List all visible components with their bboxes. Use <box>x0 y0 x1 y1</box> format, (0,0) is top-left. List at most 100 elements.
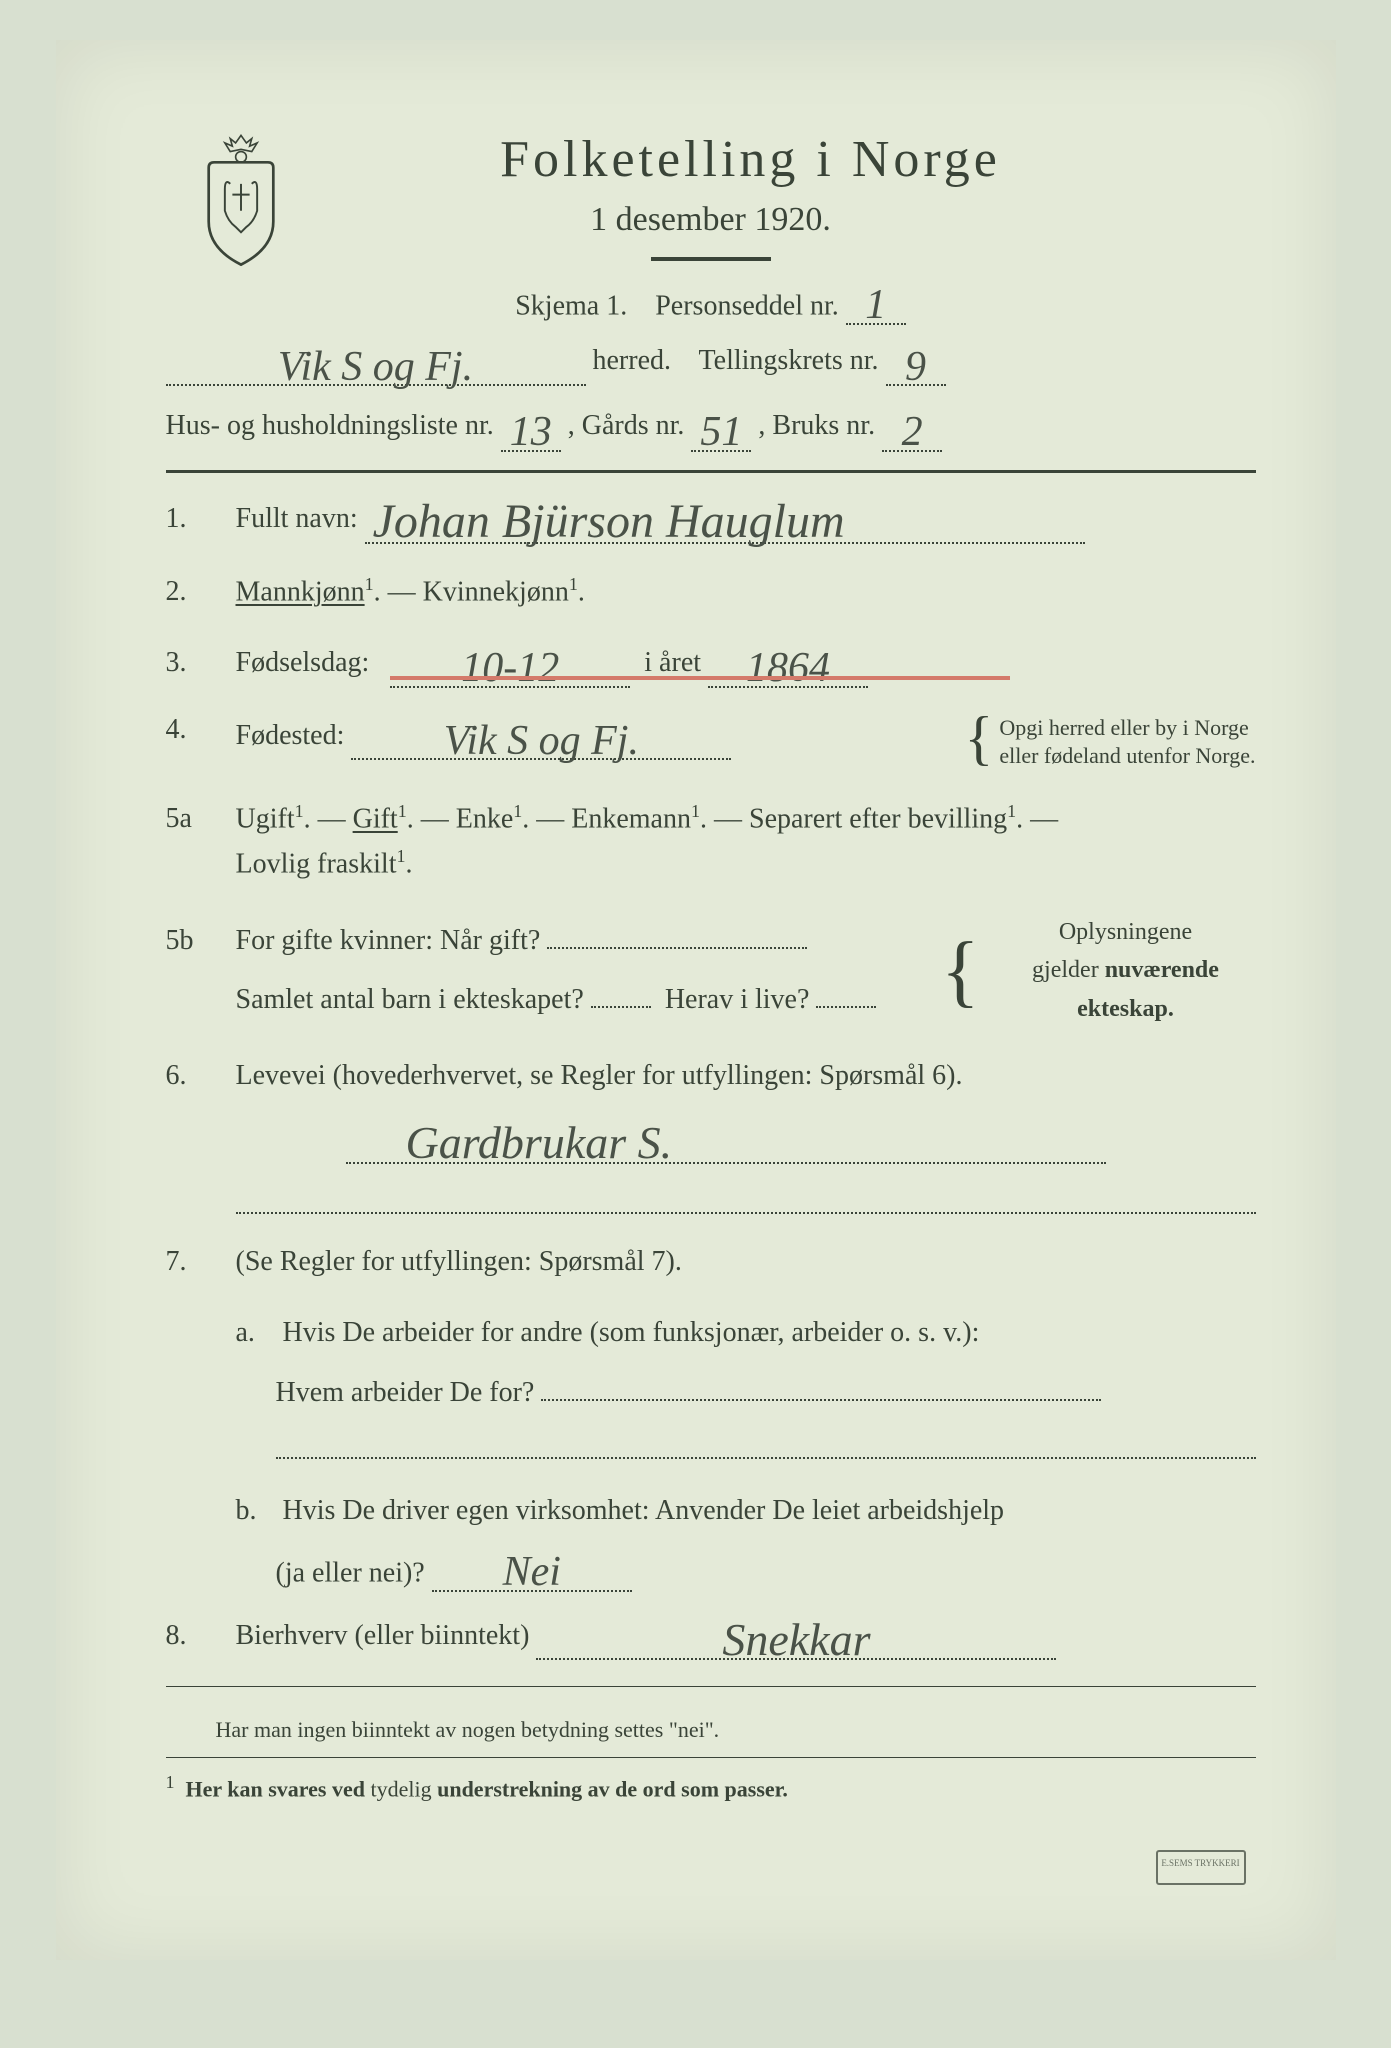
q8-num: 8. <box>166 1620 236 1652</box>
q5a-row: 5a Ugift1. — Gift1. — Enke1. — Enkemann1… <box>166 797 1256 887</box>
stamp-text: E.SEMS TRYKKERI <box>1158 1858 1244 1868</box>
q7-label: (Se Regler for utfyllingen: Spørsmål 7). <box>236 1246 682 1277</box>
herred-label: herred. <box>593 345 672 376</box>
schema-label: Skjema 1. <box>515 291 627 322</box>
section-divider-2 <box>166 1686 1256 1687</box>
q5b-note2a: gjelder <box>1032 957 1105 983</box>
q5a-enkemann: Enkemann <box>571 803 691 834</box>
q7b-letter: b. <box>236 1489 276 1534</box>
herred-row: Vik S og Fj. herred. Tellingskrets nr. 9 <box>166 337 1256 387</box>
q2-row: 2. Mannkjønn1. — Kvinnekjønn1. <box>166 570 1256 615</box>
q7a-question-row: Hvem arbeider De for? <box>276 1377 1256 1409</box>
q4-note-line1: Opgi herred eller by i Norge <box>999 714 1255 743</box>
q4-value: Vik S og Fj. <box>444 725 639 759</box>
tellingskrets-label: Tellingskrets nr. <box>699 345 879 376</box>
fn1-num: 1 <box>166 1772 175 1792</box>
herred-value: Vik S og Fj. <box>278 351 473 385</box>
coat-of-arms-icon <box>186 130 296 270</box>
q3-row: 3. Fødselsdag: 10-12 i året 1864 <box>166 641 1256 688</box>
q6-blank-line <box>236 1186 1256 1214</box>
sep-4: — <box>714 803 749 834</box>
fn1-bold: understrekning av de ord som passer. <box>437 1777 788 1802</box>
q3-daymonth-value: 10-12 <box>461 652 559 686</box>
q6-answer-row: Gardbrukar S. <box>346 1125 1256 1164</box>
q7-num: 7. <box>166 1246 236 1278</box>
footnote-1: 1 Her kan svares ved tydelig understrekn… <box>166 1772 1256 1802</box>
hus-nr-value: 13 <box>510 416 552 450</box>
q7b-question: (ja eller nei)? <box>276 1558 425 1589</box>
personseddel-label: Personseddel nr. <box>655 291 839 322</box>
q5b-nar-gift-label: For gifte kvinner: Når gift? <box>236 925 541 956</box>
q7a-text: Hvis De arbeider for andre (som funksjon… <box>283 1317 980 1348</box>
q5b-note3: ekteskap. <box>1077 996 1174 1022</box>
q7b-row: b. Hvis De driver egen virksomhet: Anven… <box>236 1489 1256 1534</box>
q3-year-value: 1864 <box>746 652 830 686</box>
footnote-section: Har man ingen biinntekt av nogen betydni… <box>166 1717 1256 1802</box>
personseddel-value: 1 <box>865 289 886 323</box>
q3-num: 3. <box>166 647 236 679</box>
q5b-row: 5b For gifte kvinner: Når gift? Samlet a… <box>166 913 1256 1028</box>
q2-mann: Mannkjønn <box>236 576 365 607</box>
q4-label: Fødested: <box>236 720 345 751</box>
q5a-ugift: Ugift <box>236 803 295 834</box>
q5b-note: Oplysningene gjelder nuværende ekteskap. <box>996 913 1256 1028</box>
tellingskrets-value: 9 <box>905 351 926 385</box>
printer-stamp: E.SEMS TRYKKERI <box>1156 1850 1246 1885</box>
q7a-question: Hvem arbeider De for? <box>276 1377 535 1408</box>
schema-row: Skjema 1. Personseddel nr. 1 <box>166 289 1256 325</box>
q4-row: 4. Fødested: Vik S og Fj. { Opgi herred … <box>166 714 1256 771</box>
fn1-mid: tydelig <box>370 1777 437 1802</box>
q2-num: 2. <box>166 576 236 608</box>
bruks-label: , Bruks nr. <box>758 410 875 441</box>
q7a-blank-line <box>276 1431 1256 1459</box>
q3-year-label: i året <box>644 647 701 678</box>
footnote-hint: Har man ingen biinntekt av nogen betydni… <box>216 1717 1256 1743</box>
q4-note: Opgi herred eller by i Norge eller fødel… <box>999 714 1255 771</box>
sep-3: — <box>536 803 571 834</box>
q1-row: 1. Fullt navn: Johan Bjürson Hauglum <box>166 497 1256 544</box>
q4-note-line2: eller fødeland utenfor Norge. <box>999 742 1255 771</box>
q8-row: 8. Bierhverv (eller biinntekt) Snekkar <box>166 1614 1256 1661</box>
q7a-row: a. Hvis De arbeider for andre (som funks… <box>236 1311 1256 1356</box>
q3-label: Fødselsdag: <box>236 647 370 678</box>
brace-icon-2: { <box>941 939 979 1003</box>
q5a-fraskilt: Lovlig fraskilt <box>236 848 397 879</box>
q5a-enke: Enke <box>456 803 514 834</box>
q1-num: 1. <box>166 503 236 535</box>
sep-5: — <box>1030 803 1058 834</box>
husliste-row: Hus- og husholdningsliste nr. 13 , Gårds… <box>166 402 1256 452</box>
census-form: Folketelling i Norge 1 desember 1920. Sk… <box>56 40 1336 1960</box>
q5a-num: 5a <box>166 803 236 835</box>
gards-nr-value: 51 <box>700 416 742 450</box>
q7a-letter: a. <box>236 1311 276 1356</box>
q8-value: Snekkar <box>722 1622 870 1659</box>
q6-label: Levevei (hovederhvervet, se Regler for u… <box>236 1060 963 1091</box>
q1-value: Johan Bjürson Hauglum <box>373 503 845 541</box>
brace-icon: { <box>965 714 994 762</box>
q2-sep: — <box>388 576 423 607</box>
q7b-value: Nei <box>503 1556 561 1590</box>
form-header: Folketelling i Norge 1 desember 1920. <box>166 130 1256 261</box>
section-divider-1 <box>166 470 1256 473</box>
q7b-text: Hvis De driver egen virksomhet: Anvender… <box>283 1495 1005 1526</box>
sep-1: — <box>318 803 353 834</box>
fn1-prefix: Her kan svares ved <box>186 1777 371 1802</box>
sep-2: — <box>421 803 456 834</box>
q5b-note2b: nuværende <box>1105 957 1219 983</box>
form-title: Folketelling i Norge <box>166 130 1256 189</box>
q5b-note1: Oplysningene <box>996 913 1256 951</box>
q1-label: Fullt navn: <box>236 503 358 534</box>
q6-num: 6. <box>166 1060 236 1092</box>
header-divider <box>651 257 771 261</box>
q6-row: 6. Levevei (hovederhvervet, se Regler fo… <box>166 1054 1256 1099</box>
q7b-question-row: (ja eller nei)? Nei <box>276 1556 1256 1592</box>
q5b-barn-label: Samlet antal barn i ekteskapet? <box>236 984 584 1015</box>
bruks-nr-value: 2 <box>902 416 923 450</box>
q6-value: Gardbrukar S. <box>406 1125 673 1162</box>
footnote-divider <box>166 1757 1256 1758</box>
q5b-num: 5b <box>166 925 236 957</box>
q4-num: 4. <box>166 714 236 746</box>
q2-kvinne: Kvinnekjønn <box>423 576 569 607</box>
q5a-gift: Gift <box>353 803 398 834</box>
q7-row: 7. (Se Regler for utfyllingen: Spørsmål … <box>166 1240 1256 1285</box>
